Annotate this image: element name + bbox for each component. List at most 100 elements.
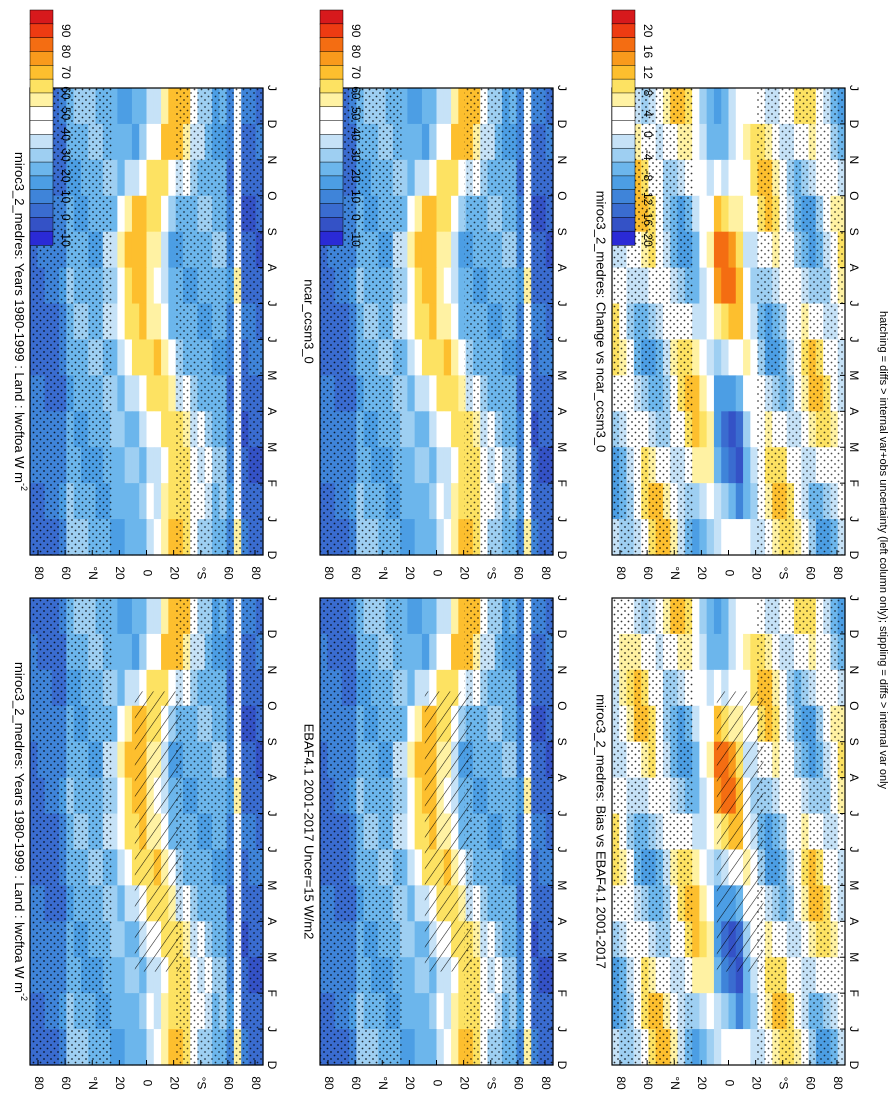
heat-cell [451, 123, 459, 161]
heat-cell [153, 411, 162, 448]
heat-cell [458, 231, 467, 269]
heat-cell [110, 705, 118, 743]
heat-cell [728, 411, 737, 448]
colorbar-swatch [319, 120, 344, 136]
heat-cell [131, 195, 140, 233]
heat-cell [721, 993, 730, 1030]
heat-cell [124, 447, 133, 484]
month-label: O [265, 191, 279, 200]
heat-cell [699, 598, 708, 635]
heat-cell [743, 483, 751, 520]
heat-cell [721, 411, 730, 448]
heat-cell [713, 159, 722, 197]
heat-cell [110, 123, 118, 161]
heat-cell [458, 88, 467, 125]
month-label: M [265, 442, 279, 452]
heat-cell [400, 741, 408, 779]
heat-cell [429, 339, 438, 376]
heat-cell [429, 411, 438, 448]
heat-cell [458, 483, 467, 520]
stipple-overlay [756, 88, 845, 555]
heat-cell [110, 957, 118, 994]
figure-footnote: hatching = diffs > internal var+obs unce… [877, 311, 889, 790]
heat-cell [146, 303, 155, 341]
heat-cell [692, 447, 700, 484]
lat-label: 20 [403, 566, 417, 580]
heat-cell [414, 777, 423, 815]
heat-cell [713, 375, 722, 412]
heat-cell [131, 267, 140, 305]
colorbar-swatch [319, 161, 344, 177]
heat-cell [131, 483, 140, 520]
heat-cell [436, 88, 445, 125]
heat-cell [692, 957, 700, 994]
heat-cell [692, 598, 700, 635]
heat-cell [414, 411, 423, 448]
heat-cell [713, 267, 722, 305]
lat-label: 20 [695, 1076, 709, 1090]
heat-cell [153, 231, 162, 269]
heat-cell [451, 1029, 459, 1066]
lat-label: 20 [403, 1076, 417, 1090]
heat-cell [161, 1029, 169, 1066]
heat-cell [131, 598, 140, 635]
heat-cell [699, 957, 708, 994]
heat-cell [699, 447, 708, 484]
heat-cell [699, 813, 708, 851]
heat-cell [117, 411, 126, 448]
heat-cell [117, 885, 126, 922]
heat-cell [110, 993, 118, 1030]
heat-cell [124, 195, 133, 233]
month-label: S [265, 228, 279, 236]
heat-cell [414, 483, 423, 520]
heat-cell [146, 669, 155, 707]
month-label: A [847, 264, 861, 272]
heat-cell [117, 447, 126, 484]
lat-label: 60 [641, 566, 655, 580]
heat-cell [117, 777, 126, 815]
heat-cell [400, 339, 408, 376]
month-label: D [555, 551, 569, 560]
colorbar-swatch [319, 217, 344, 232]
heat-cell [706, 339, 715, 376]
heat-cell [692, 195, 700, 233]
heat-cell [400, 669, 408, 707]
heat-cell [699, 849, 708, 886]
heat-cell [750, 375, 759, 412]
panel-p3: D J F M A M J J A S O N D J 80 60 °N 20 0 20 °S 60 80 EBAF4.1 2… [302, 595, 569, 1090]
heat-cell [161, 339, 169, 376]
heat-cell [117, 921, 126, 958]
heat-cell [706, 483, 715, 520]
heat-cell [400, 519, 408, 556]
heat-cell [721, 519, 730, 556]
heat-cell [421, 231, 430, 269]
colorbar-swatch [319, 65, 344, 80]
heat-cell [139, 123, 148, 161]
month-label: J [265, 595, 279, 601]
heat-cell [750, 411, 759, 448]
heat-cell [117, 483, 126, 520]
lat-label: 20 [457, 1076, 471, 1090]
colorbar-2: 90 80 70 60 50 40 30 20 10 0 -10 [319, 9, 363, 247]
heat-cell [713, 519, 722, 556]
lat-label: 0 [722, 570, 736, 577]
heat-cell [443, 598, 452, 635]
heat-cell [161, 159, 169, 197]
heat-cell [743, 411, 751, 448]
heat-cell [429, 375, 438, 412]
heat-cell [146, 339, 155, 376]
heat-cell [743, 633, 751, 671]
month-label: A [555, 917, 569, 925]
heat-cell [750, 1029, 759, 1066]
heat-cell [153, 447, 162, 484]
heat-cell [110, 267, 118, 305]
heat-cell [168, 483, 177, 520]
colorbar-swatch [29, 120, 54, 136]
heat-cell [161, 519, 169, 556]
heat-cell [458, 633, 467, 671]
month-label: J [265, 516, 279, 522]
heat-cell [706, 813, 715, 851]
heat-cell [436, 598, 445, 635]
heat-cell [146, 1029, 155, 1066]
heat-cell [117, 159, 126, 197]
